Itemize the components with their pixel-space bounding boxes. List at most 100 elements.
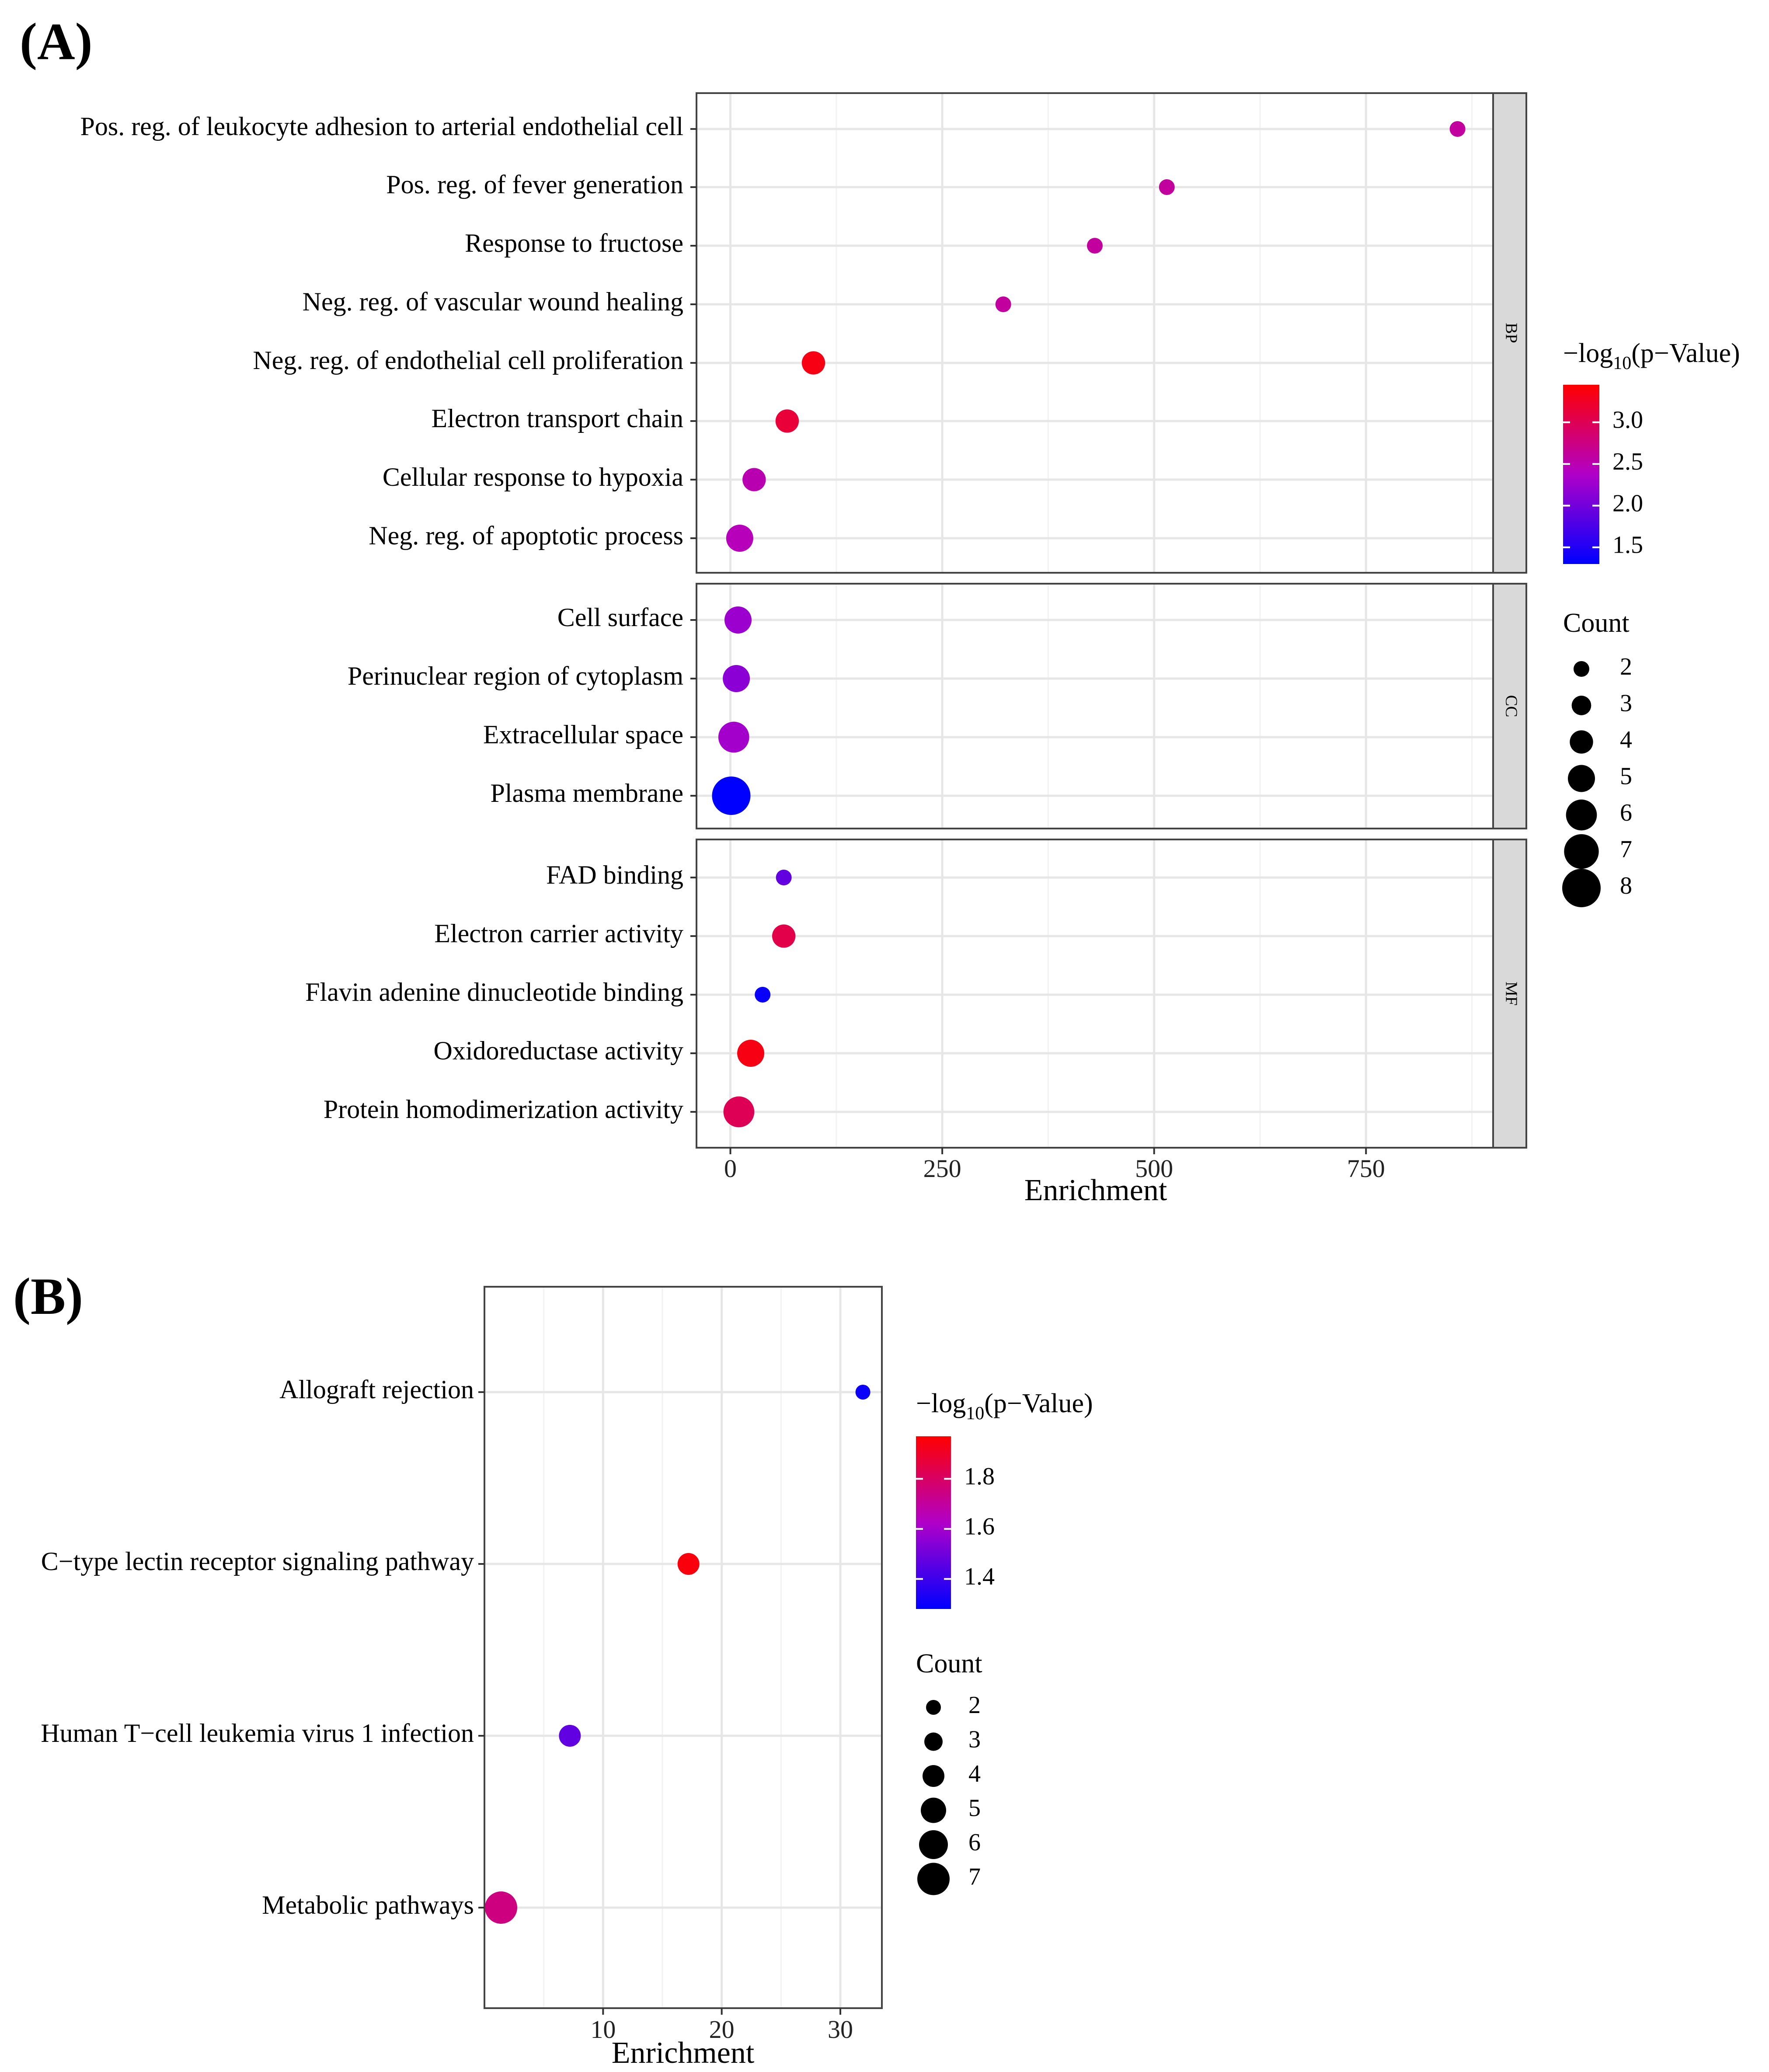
size-legend-label: 4 xyxy=(968,1760,981,1787)
y-tick-label: Response to fructose xyxy=(465,229,683,258)
data-point xyxy=(712,777,751,815)
data-point xyxy=(1087,238,1103,254)
y-tick-label: Human T−cell leukemia virus 1 infection xyxy=(41,1719,474,1748)
y-tick-label: Flavin adenine dinucleotide binding xyxy=(305,978,683,1006)
data-point xyxy=(1449,121,1466,137)
y-tick-label: Neg. reg. of vascular wound healing xyxy=(303,287,683,316)
data-point xyxy=(776,870,792,885)
size-legend-label: 2 xyxy=(968,1692,981,1719)
data-point xyxy=(718,721,749,753)
size-legend-label: 6 xyxy=(1620,799,1632,826)
data-point xyxy=(737,1040,765,1067)
x-tick-label: 500 xyxy=(1135,1154,1173,1183)
x-tick-label: 750 xyxy=(1347,1154,1385,1183)
colorbar-tick-label: 1.8 xyxy=(964,1463,995,1490)
facet-mf: MF FAD binding Electron carrier activity Fl… xyxy=(305,839,1527,1149)
size-legend-key xyxy=(926,1700,941,1715)
panel-b-background xyxy=(484,1287,882,2008)
panel-b-plot: Allograft rejection C−type lectin recepto… xyxy=(41,1286,883,2044)
size-legend-label: 5 xyxy=(1620,763,1632,790)
x-tick-label: 250 xyxy=(923,1154,961,1183)
y-tick-label: Cellular response to hypoxia xyxy=(383,463,683,491)
y-tick-label: Electron carrier activity xyxy=(434,919,683,948)
panel-b-colorbar xyxy=(916,1436,951,1609)
size-legend-key xyxy=(1568,765,1595,792)
size-legend-label: 7 xyxy=(1620,836,1632,863)
facet-strip-label: BP xyxy=(1502,323,1520,343)
panel-a-colorbar-ticks: 1.5 2.0 2.5 3.0 xyxy=(1563,407,1643,559)
panel-a-size-legend: Count 2 3 4 5 6 7 8 xyxy=(1562,608,1632,907)
panel-a-colorbar xyxy=(1563,385,1599,564)
colorbar-tick-label: 1.4 xyxy=(964,1563,995,1590)
size-legend-label: 8 xyxy=(1620,872,1632,899)
panel-b-x-axis-title: Enrichment xyxy=(612,2036,755,2070)
data-point xyxy=(772,924,796,948)
panel-b-size-legend: Count 2 3 4 5 6 7 xyxy=(916,1649,982,1895)
colorbar-tick-label: 3.0 xyxy=(1612,407,1643,434)
y-tick-label: Electron transport chain xyxy=(432,404,683,433)
size-legend-key xyxy=(923,1765,944,1787)
y-tick-label: Extracellular space xyxy=(483,720,683,749)
panel-b-frame xyxy=(484,1286,883,2009)
size-legend-label: 3 xyxy=(1620,690,1632,717)
y-tick-label: Allograft rejection xyxy=(279,1375,474,1404)
size-legend-label: 4 xyxy=(1620,726,1632,753)
size-legend-label: 2 xyxy=(1620,653,1632,680)
size-legend-label: 5 xyxy=(968,1794,981,1821)
y-tick-label: Plasma membrane xyxy=(490,779,683,808)
facet-strip-label: MF xyxy=(1502,982,1520,1006)
size-legend-key xyxy=(1562,869,1601,907)
y-tick-label: Neg. reg. of endothelial cell proliferat… xyxy=(253,346,683,375)
panel-b-color-legend-title: −log10(p−Value) xyxy=(916,1389,1093,1424)
colorbar-tick-label: 1.6 xyxy=(964,1513,995,1540)
data-point xyxy=(801,351,825,375)
panel-a-label: (A) xyxy=(20,12,93,70)
data-point xyxy=(723,1096,755,1128)
panel-b-color-legend: −log10(p−Value) 1.4 1.6 1.8 xyxy=(916,1389,1093,1609)
panel-b-label: (B) xyxy=(13,1267,83,1325)
x-tick-label: 0 xyxy=(724,1154,737,1183)
y-tick-label: Protein homodimerization activity xyxy=(324,1095,683,1124)
facet-cc: CC Cell surface Perinuclear region of cyto… xyxy=(348,583,1527,829)
size-legend-label: 6 xyxy=(968,1829,981,1856)
y-tick-label: Neg. reg. of apoptotic process xyxy=(369,521,683,550)
data-point xyxy=(742,468,766,491)
data-point xyxy=(726,525,753,552)
size-legend-key xyxy=(919,1830,948,1859)
data-point xyxy=(677,1553,700,1575)
x-tick-label: 10 xyxy=(590,2015,616,2044)
panel-a-color-legend-title: −log10(p−Value) xyxy=(1563,338,1740,373)
size-legend-key xyxy=(1574,661,1589,677)
facet-bp: BP Pos. reg. of leukocyte adhesion to art… xyxy=(80,92,1527,574)
y-tick-label: Cell surface xyxy=(557,603,683,632)
y-tick-label: FAD binding xyxy=(546,860,683,889)
data-point xyxy=(723,665,750,692)
y-tick-label: Oxidoreductase activity xyxy=(434,1036,683,1065)
y-tick-label: Pos. reg. of leukocyte adhesion to arter… xyxy=(80,112,683,141)
size-legend-label: 7 xyxy=(968,1863,981,1890)
x-tick-label: 20 xyxy=(709,2015,735,2044)
x-tick-label: 30 xyxy=(828,2015,853,2044)
y-tick-label: Metabolic pathways xyxy=(262,1891,474,1919)
size-legend-key xyxy=(917,1863,950,1895)
y-tick-label: Perinuclear region of cytoplasm xyxy=(348,662,683,690)
colorbar-tick-label: 2.5 xyxy=(1612,448,1643,475)
colorbar-tick-label: 1.5 xyxy=(1612,532,1643,559)
data-point xyxy=(755,987,771,1003)
facet-mf-strip xyxy=(1492,839,1527,1149)
panel-a-plot: BP Pos. reg. of leukocyte adhesion to art… xyxy=(80,92,1527,1183)
y-tick-label: C−type lectin receptor signaling pathway xyxy=(41,1547,474,1576)
data-point xyxy=(484,1891,517,1924)
data-point xyxy=(855,1385,871,1400)
size-legend-key xyxy=(1564,834,1599,869)
size-legend-key xyxy=(1566,799,1597,831)
panel-b-size-legend-title: Count xyxy=(916,1649,982,1678)
panel-a-color-legend: −log10(p−Value) 1.5 2.0 2.5 3.0 xyxy=(1563,338,1740,564)
panel-a-x-axis-title: Enrichment xyxy=(1024,1174,1167,1207)
facet-bp-strip xyxy=(1492,92,1527,574)
panel-b-size-legend-keys: 2 3 4 5 6 7 xyxy=(917,1692,981,1895)
colorbar-tick-label: 2.0 xyxy=(1612,490,1643,517)
y-tick-label: Pos. reg. of fever generation xyxy=(386,170,683,199)
facet-strip-label: CC xyxy=(1502,695,1520,717)
